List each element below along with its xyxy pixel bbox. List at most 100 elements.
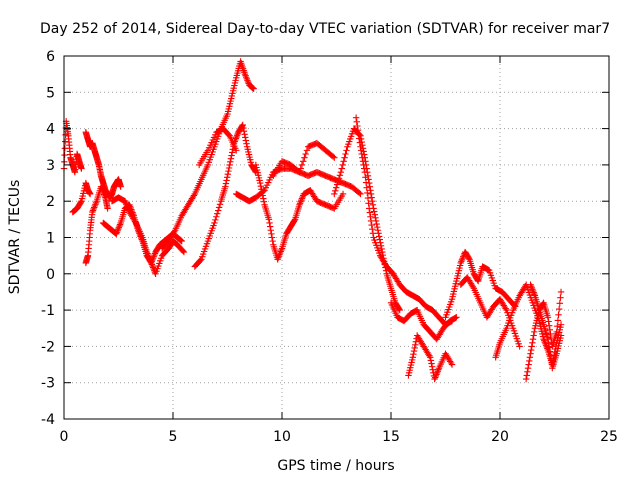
data-point xyxy=(374,227,382,234)
x-tick-label: 10 xyxy=(273,429,291,445)
data-point-trail xyxy=(335,175,343,182)
data-point-trail xyxy=(268,230,275,238)
data-point-trail xyxy=(524,364,532,372)
data-point xyxy=(296,168,303,176)
data-point-trail xyxy=(61,151,68,159)
data-point xyxy=(211,219,218,227)
data-point-trail xyxy=(547,352,554,359)
data-point-trail xyxy=(338,165,345,172)
data-point-trail xyxy=(225,164,233,172)
data-point-trail xyxy=(276,249,284,257)
y-tick-label: -2 xyxy=(41,339,55,355)
data-point-trail xyxy=(369,230,377,237)
data-point xyxy=(178,237,185,245)
data-point-trail xyxy=(359,158,367,165)
data-point-trail xyxy=(336,172,344,179)
data-point-trail xyxy=(367,217,375,225)
data-point-trail xyxy=(369,226,376,233)
data-point-trail xyxy=(228,149,236,156)
data-point-trail xyxy=(148,261,156,268)
data-point-trail xyxy=(355,131,362,138)
data-point-trail xyxy=(354,126,362,134)
data-point-trail xyxy=(410,347,418,355)
data-point-trail xyxy=(124,204,131,211)
data-point-trail xyxy=(374,223,381,231)
data-point-trail xyxy=(296,200,304,207)
series-arc-1 xyxy=(60,118,85,176)
data-point-trail xyxy=(259,192,266,199)
data-point xyxy=(527,281,534,288)
data-point xyxy=(409,354,416,361)
y-tick-label: 3 xyxy=(46,158,55,174)
series-arc-11 xyxy=(252,161,347,263)
series-arc-21 xyxy=(527,281,565,372)
data-point-trail xyxy=(554,322,561,330)
data-point xyxy=(113,230,120,238)
x-tick-label: 20 xyxy=(491,429,509,445)
data-point-trail xyxy=(459,255,466,262)
series-arc-7 xyxy=(158,58,257,252)
data-point-trail xyxy=(362,174,369,181)
series-arc-2 xyxy=(69,179,94,216)
data-point xyxy=(89,208,96,216)
data-point-trail xyxy=(370,208,378,215)
data-point-trail xyxy=(114,227,121,234)
data-point xyxy=(331,190,338,198)
data-point-trail xyxy=(332,187,339,195)
data-point-trail xyxy=(197,257,204,264)
data-point-trail xyxy=(225,167,232,175)
data-point xyxy=(357,143,364,150)
data-point-trail xyxy=(242,74,250,81)
data-point-trail xyxy=(529,335,537,343)
data-point-trail xyxy=(531,290,538,298)
data-point-trail xyxy=(123,201,130,208)
data-point-trail xyxy=(354,122,361,130)
data-point xyxy=(544,335,552,343)
data-point-trail xyxy=(151,269,159,276)
data-point-trail xyxy=(275,254,282,261)
data-point xyxy=(265,216,273,223)
data-point xyxy=(544,314,552,321)
data-point-trail xyxy=(125,207,132,214)
data-point-trail xyxy=(299,193,306,201)
data-point xyxy=(241,70,249,78)
y-tick-label: 6 xyxy=(46,49,55,65)
data-point-trail xyxy=(241,131,248,138)
data-point-trail xyxy=(144,251,152,259)
data-point-trail xyxy=(341,154,348,161)
x-tick-label: 0 xyxy=(60,429,69,445)
data-point-trail xyxy=(212,216,219,224)
data-point-trail xyxy=(101,192,108,200)
data-point-trail xyxy=(291,217,298,224)
data-point-trail xyxy=(433,369,441,377)
data-point-trail xyxy=(428,360,435,367)
data-point-trail xyxy=(151,251,158,259)
x-tick-label: 5 xyxy=(169,429,178,445)
y-tick-label: 0 xyxy=(46,267,55,283)
data-point xyxy=(86,190,94,198)
series-arc-15 xyxy=(387,299,460,343)
data-point-trail xyxy=(375,233,383,240)
data-point xyxy=(522,375,530,383)
series-arc-17 xyxy=(442,248,519,321)
data-point-trail xyxy=(228,152,235,159)
series-arc-4 xyxy=(82,183,111,267)
data-point-trail xyxy=(297,165,304,172)
data-point-trail xyxy=(412,341,419,349)
data-point-trail xyxy=(368,221,375,229)
data-point-trail xyxy=(365,200,372,207)
data-point-trail xyxy=(356,135,363,142)
data-point xyxy=(448,361,456,368)
data-point xyxy=(357,190,364,198)
data-point-trail xyxy=(298,195,306,202)
data-point-trail xyxy=(334,178,342,185)
data-point-trail xyxy=(541,339,549,346)
data-point-trail xyxy=(233,132,241,139)
data-point-trail xyxy=(227,158,234,165)
data-point-trail xyxy=(267,227,274,234)
data-point-trail xyxy=(333,181,341,188)
series-arc-9 xyxy=(195,125,240,169)
data-point xyxy=(143,248,151,256)
data-point-trail xyxy=(367,190,375,198)
